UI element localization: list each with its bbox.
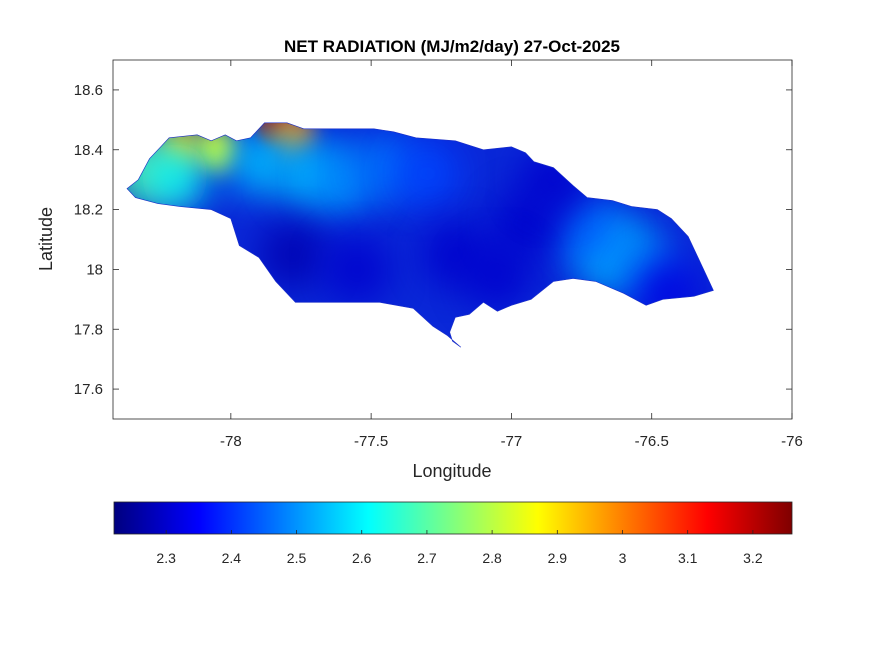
colorbar-gradient <box>114 502 792 534</box>
y-tick-label: 18.6 <box>74 82 103 99</box>
chart-title: NET RADIATION (MJ/m2/day) 27-Oct-2025 <box>284 37 620 56</box>
y-tick-label: 18.4 <box>74 142 103 159</box>
colorbar-tick-label: 2.6 <box>352 550 372 566</box>
colorbar-tick-label: 2.5 <box>287 550 307 566</box>
colorbar-tick-label: 2.4 <box>222 550 242 566</box>
colorbar-tick-label: 3 <box>619 550 627 566</box>
colorbar-ticks: 2.3 2.4 2.5 2.6 2.7 2.8 2.9 3 3.1 3.2 <box>156 530 763 566</box>
y-tick-label: 17.6 <box>74 381 103 398</box>
x-axis-label: Longitude <box>412 461 491 481</box>
x-tick-label: -76 <box>781 433 803 450</box>
colorbar-tick-label: 3.1 <box>678 550 698 566</box>
heat-blob-14 <box>258 220 327 289</box>
y-axis-ticks: 17.6 17.8 18 18.2 18.4 18.6 <box>74 82 792 398</box>
heatmap-blobs <box>127 122 700 325</box>
colorbar: 2.3 2.4 2.5 2.6 2.7 2.8 2.9 3 3.1 3.2 <box>113 501 793 566</box>
heat-blob-10 <box>393 139 462 208</box>
heat-blob-13 <box>556 199 624 268</box>
colorbar-tick-label: 2.9 <box>548 550 568 566</box>
x-tick-label: -78 <box>220 433 242 450</box>
heatmap-layer <box>127 122 714 348</box>
heat-blob-15 <box>323 235 392 304</box>
heat-blob-5 <box>140 142 209 211</box>
colorbar-tick-label: 2.3 <box>156 550 176 566</box>
axes-box <box>112 59 793 420</box>
colorbar-tick-label: 2.7 <box>417 550 437 566</box>
x-axis-ticks: -78 -77.5 -77 -76.5 -76 <box>220 60 803 450</box>
y-tick-label: 18 <box>86 261 103 278</box>
y-axis-label: Latitude <box>36 207 56 271</box>
x-tick-label: -77.5 <box>354 433 388 450</box>
colorbar-tick-label: 2.8 <box>482 550 502 566</box>
y-tick-label: 17.8 <box>74 321 103 338</box>
y-tick-label: 18.2 <box>74 202 103 219</box>
x-tick-label: -76.5 <box>635 433 669 450</box>
x-tick-label: -77 <box>501 433 523 450</box>
colorbar-frame <box>113 501 793 535</box>
heat-blob-18 <box>463 241 532 310</box>
region-outline <box>126 122 714 348</box>
colorbar-tick-label: 3.2 <box>743 550 763 566</box>
